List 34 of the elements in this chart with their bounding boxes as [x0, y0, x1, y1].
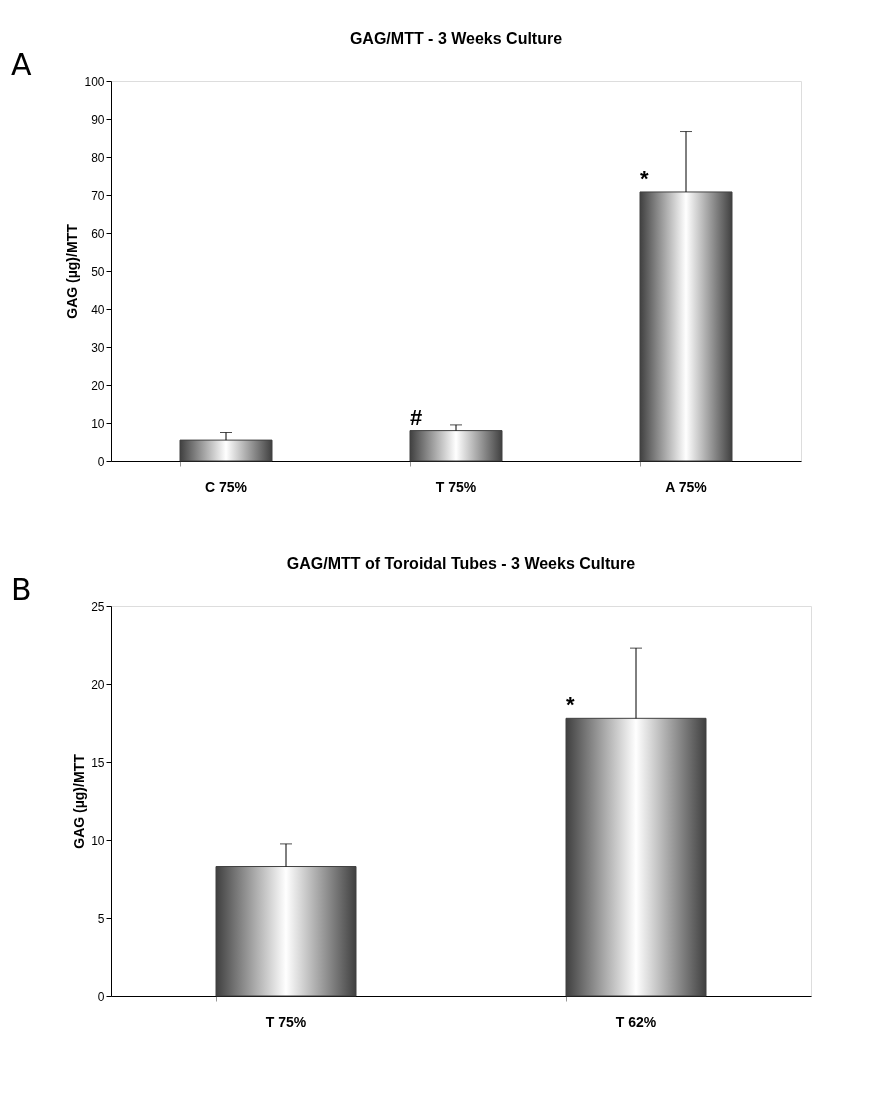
y-tick-label: 80	[91, 150, 105, 165]
y-tick-label: 5	[97, 911, 105, 926]
annotation: *	[640, 165, 649, 191]
bar	[639, 191, 733, 462]
y-tick-label: 10	[91, 833, 105, 848]
y-tick-label: 20	[91, 378, 105, 393]
y-tick-label: 70	[91, 188, 105, 203]
x-tick-label: T 75%	[435, 478, 477, 495]
x-tick-label: C 75%	[204, 478, 248, 495]
y-tick-label: 40	[91, 302, 105, 317]
text: A	[11, 47, 32, 82]
y-axis-title: GAG (µg)/MTT	[71, 753, 88, 849]
y-tick-label: 10	[91, 416, 105, 431]
y-tick-label: 0	[97, 989, 105, 1004]
x-tick-label: T 75%	[265, 1013, 307, 1030]
annotation: *	[566, 692, 575, 718]
y-tick-label: 0	[97, 454, 105, 469]
chart-title: GAG/MTT of Toroidal Tubes - 3 Weeks Culture	[286, 555, 636, 572]
y-tick-label: 25	[91, 599, 105, 614]
y-tick-label: 20	[91, 677, 105, 692]
y-tick-label: 30	[91, 340, 105, 355]
x-tick-label: A 75%	[665, 478, 708, 495]
y-tick-label: 15	[91, 755, 105, 770]
x-tick-label: T 62%	[615, 1013, 657, 1030]
y-tick-label: 100	[84, 74, 105, 89]
text: B	[11, 572, 32, 607]
y-tick-label: 50	[91, 264, 105, 279]
y-tick-label: 60	[91, 226, 105, 241]
bar	[179, 439, 273, 462]
y-axis-title: GAG (µg)/MTT	[64, 223, 81, 319]
y-tick-label: 90	[91, 112, 105, 127]
bar	[409, 430, 503, 462]
annotation: #	[410, 404, 423, 430]
chart-title: GAG/MTT - 3 Weeks Culture	[349, 30, 563, 47]
